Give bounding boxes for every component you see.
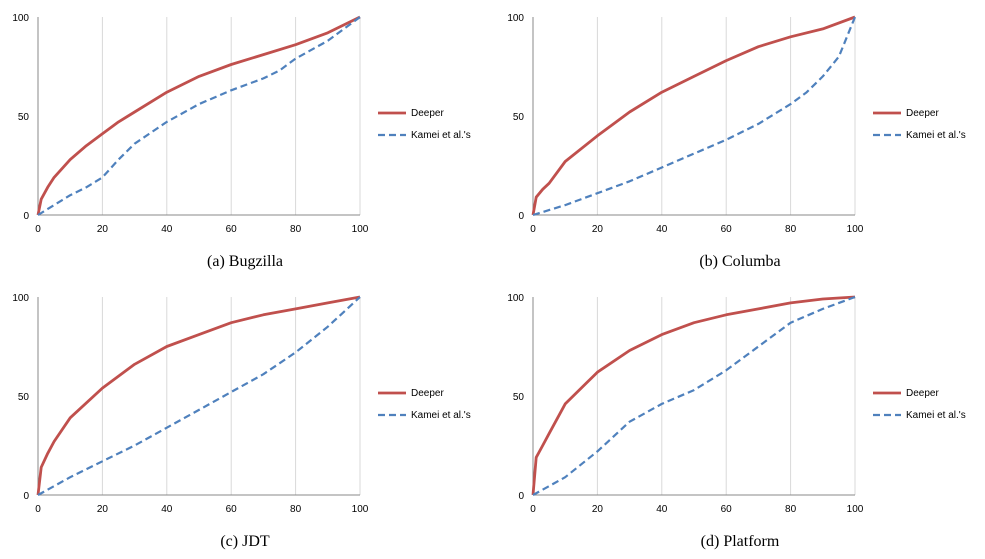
- chart-panel-jdt: 0 20 40 60 80 100 0 50 100 Deeper Kamei et al.'s (…: [0, 280, 490, 559]
- x-tick-label: 0: [35, 504, 41, 515]
- y-tick-label: 0: [518, 491, 524, 502]
- x-tick-label: 80: [290, 224, 302, 235]
- chart-jdt: 0 20 40 60 80 100 0 50 100 Deeper Kamei et al.'s: [12, 293, 471, 515]
- y-tick-label: 100: [12, 13, 29, 24]
- x-tick-label: 40: [656, 504, 668, 515]
- y-tick-label: 50: [513, 392, 525, 403]
- x-tick-label: 80: [785, 504, 797, 515]
- legend-label: Kamei et al.'s: [906, 130, 966, 141]
- caption-platform: (d) Platform: [700, 533, 780, 550]
- legend-label: Deeper: [411, 388, 444, 399]
- series-line-kamei: [37, 296, 361, 496]
- x-tick-label: 0: [530, 224, 536, 235]
- x-tick-label: 20: [592, 504, 604, 515]
- y-tick-label: 0: [23, 211, 29, 222]
- chart-platform: 0 20 40 60 80 100 0 50 100 Deeper Kamei et al.'s: [507, 293, 966, 515]
- x-tick-label: 60: [226, 504, 238, 515]
- x-tick-label: 100: [847, 224, 864, 235]
- y-tick-label: 50: [18, 112, 30, 123]
- y-tick-label: 0: [518, 211, 524, 222]
- y-tick-label: 50: [18, 392, 30, 403]
- y-tick-label: 50: [513, 112, 525, 123]
- series-line-deeper: [36, 295, 361, 496]
- x-tick-label: 60: [226, 224, 238, 235]
- x-tick-label: 40: [161, 224, 173, 235]
- legend-label: Kamei et al.'s: [411, 410, 471, 421]
- x-tick-label: 80: [290, 504, 302, 515]
- legend-label: Deeper: [906, 108, 939, 119]
- caption-bugzilla: (a) Bugzilla: [207, 253, 283, 270]
- series-line-deeper: [531, 15, 856, 216]
- legend-label: Kamei et al.'s: [906, 410, 966, 421]
- x-tick-label: 80: [785, 224, 797, 235]
- legend-label: Deeper: [906, 388, 939, 399]
- series-line-deeper: [36, 15, 361, 216]
- legend-label: Kamei et al.'s: [411, 130, 471, 141]
- series-line-deeper: [531, 295, 856, 496]
- y-tick-label: 100: [507, 13, 524, 24]
- y-tick-label: 100: [12, 293, 29, 304]
- y-tick-label: 0: [23, 491, 29, 502]
- chart-columba: 0 20 40 60 80 100 0 50 100 Deeper Kamei et al.'s: [507, 13, 966, 235]
- chart-bugzilla: 0 20 40 60 80 100 0 50 100 Deeper Kamei et al.'s: [12, 13, 471, 235]
- x-tick-label: 60: [721, 504, 733, 515]
- x-tick-label: 0: [35, 224, 41, 235]
- y-tick-label: 100: [507, 293, 524, 304]
- series-line-kamei: [37, 16, 361, 216]
- x-tick-label: 20: [592, 224, 604, 235]
- chart-panel-bugzilla: 0 20 40 60 80 100 0 50 100 Deeper Kamei et al.'s (…: [0, 0, 490, 279]
- x-tick-label: 40: [656, 224, 668, 235]
- x-tick-label: 20: [97, 224, 109, 235]
- x-tick-label: 40: [161, 504, 173, 515]
- caption-jdt: (c) JDT: [220, 533, 270, 550]
- x-tick-label: 20: [97, 504, 109, 515]
- series-line-kamei: [532, 295, 856, 496]
- series-line-kamei: [532, 16, 857, 217]
- caption-columba: (b) Columba: [699, 253, 781, 270]
- chart-panel-platform: 0 20 40 60 80 100 0 50 100 Deeper Kamei et al.'s (…: [495, 280, 985, 559]
- legend-label: Deeper: [411, 108, 444, 119]
- x-tick-label: 100: [352, 224, 369, 235]
- x-tick-label: 100: [847, 504, 864, 515]
- x-tick-label: 0: [530, 504, 536, 515]
- x-tick-label: 60: [721, 224, 733, 235]
- x-tick-label: 100: [352, 504, 369, 515]
- chart-panel-columba: 0 20 40 60 80 100 0 50 100 Deeper Kamei et al.'s (…: [495, 0, 985, 279]
